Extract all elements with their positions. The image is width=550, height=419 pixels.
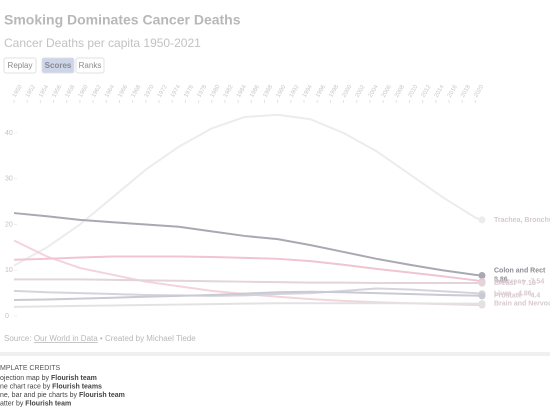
source: Source: Our World in Data • Created by M…	[4, 334, 196, 343]
button[interactable]	[75, 57, 105, 74]
credit-text: ne, bar and pie charts by	[0, 392, 79, 399]
credit-line: ojection map by Flourish team	[0, 375, 97, 382]
source-link[interactable]: Our World in Data	[34, 334, 98, 343]
series-label: Trachea, Bronchus, Lung	[494, 217, 550, 224]
plot: 1950 1952 1954 1956 1958 1960 1962 1964 1966 1968…	[5, 84, 550, 320]
chart-title: Smoking Dominates Cancer Deaths	[4, 12, 241, 28]
series-line	[14, 278, 483, 285]
source-label: Source:	[4, 334, 32, 343]
button-label[interactable]: Scores	[45, 61, 72, 70]
series-value: 4.86	[518, 291, 532, 298]
series-line	[13, 302, 482, 308]
credit-author: Flourish team	[25, 400, 71, 407]
credits-title: MPLATE CREDITS	[0, 365, 60, 372]
button[interactable]	[41, 57, 75, 74]
card-shadow	[0, 352, 550, 356]
series-line	[13, 255, 483, 283]
series-label: Breast	[494, 280, 516, 287]
credit-line: ne chart race by Flourish teams	[0, 383, 102, 390]
end-dot	[478, 279, 486, 287]
y-tick-label: 40	[5, 130, 13, 137]
series-line	[13, 290, 483, 301]
end-dot	[478, 271, 486, 279]
series-line	[13, 287, 483, 297]
credit-text: ne chart race by	[0, 383, 52, 390]
end-dot	[478, 216, 486, 224]
credit-line: atter by Flourish team	[0, 400, 71, 407]
button[interactable]	[3, 57, 37, 74]
y-tick-label: 10	[5, 267, 13, 274]
series-value: 4.4	[531, 293, 541, 300]
series-label: Liver	[494, 291, 511, 298]
chart-subtitle: Cancer Deaths per capita 1950-2021	[4, 36, 201, 50]
y-tick-label: 30	[5, 176, 13, 183]
credit-text: ojection map by	[0, 375, 51, 382]
credit-text: atter by	[0, 400, 25, 407]
y-tick-label: 20	[5, 221, 13, 228]
series-value: 7.54	[531, 278, 545, 285]
series-line	[13, 212, 483, 277]
credit-author: Flourish team	[51, 375, 97, 382]
series-label: Prostate	[494, 293, 522, 300]
credit: • Created by Michael Tiede	[100, 334, 196, 343]
y-tick-label: 0	[5, 313, 9, 320]
credit-line: ne, bar and pie charts by Flourish team	[0, 392, 125, 399]
series-label: Pancreas	[494, 278, 525, 285]
series-label: Brain and Nervous system	[494, 300, 550, 307]
series-line	[13, 113, 483, 267]
end-dot	[478, 300, 486, 308]
credit-author: Flourish teams	[52, 383, 102, 390]
end-dot	[478, 292, 486, 300]
series-value: 7.18	[522, 280, 536, 287]
credit-author: Flourish team	[79, 392, 125, 399]
controls: Replay Scores Ranks	[3, 57, 105, 74]
button-label[interactable]: Replay	[8, 61, 33, 70]
series-value: 8.86	[494, 276, 508, 283]
series-label: Colon and Rect	[494, 267, 546, 274]
button-label[interactable]: Ranks	[79, 61, 102, 70]
